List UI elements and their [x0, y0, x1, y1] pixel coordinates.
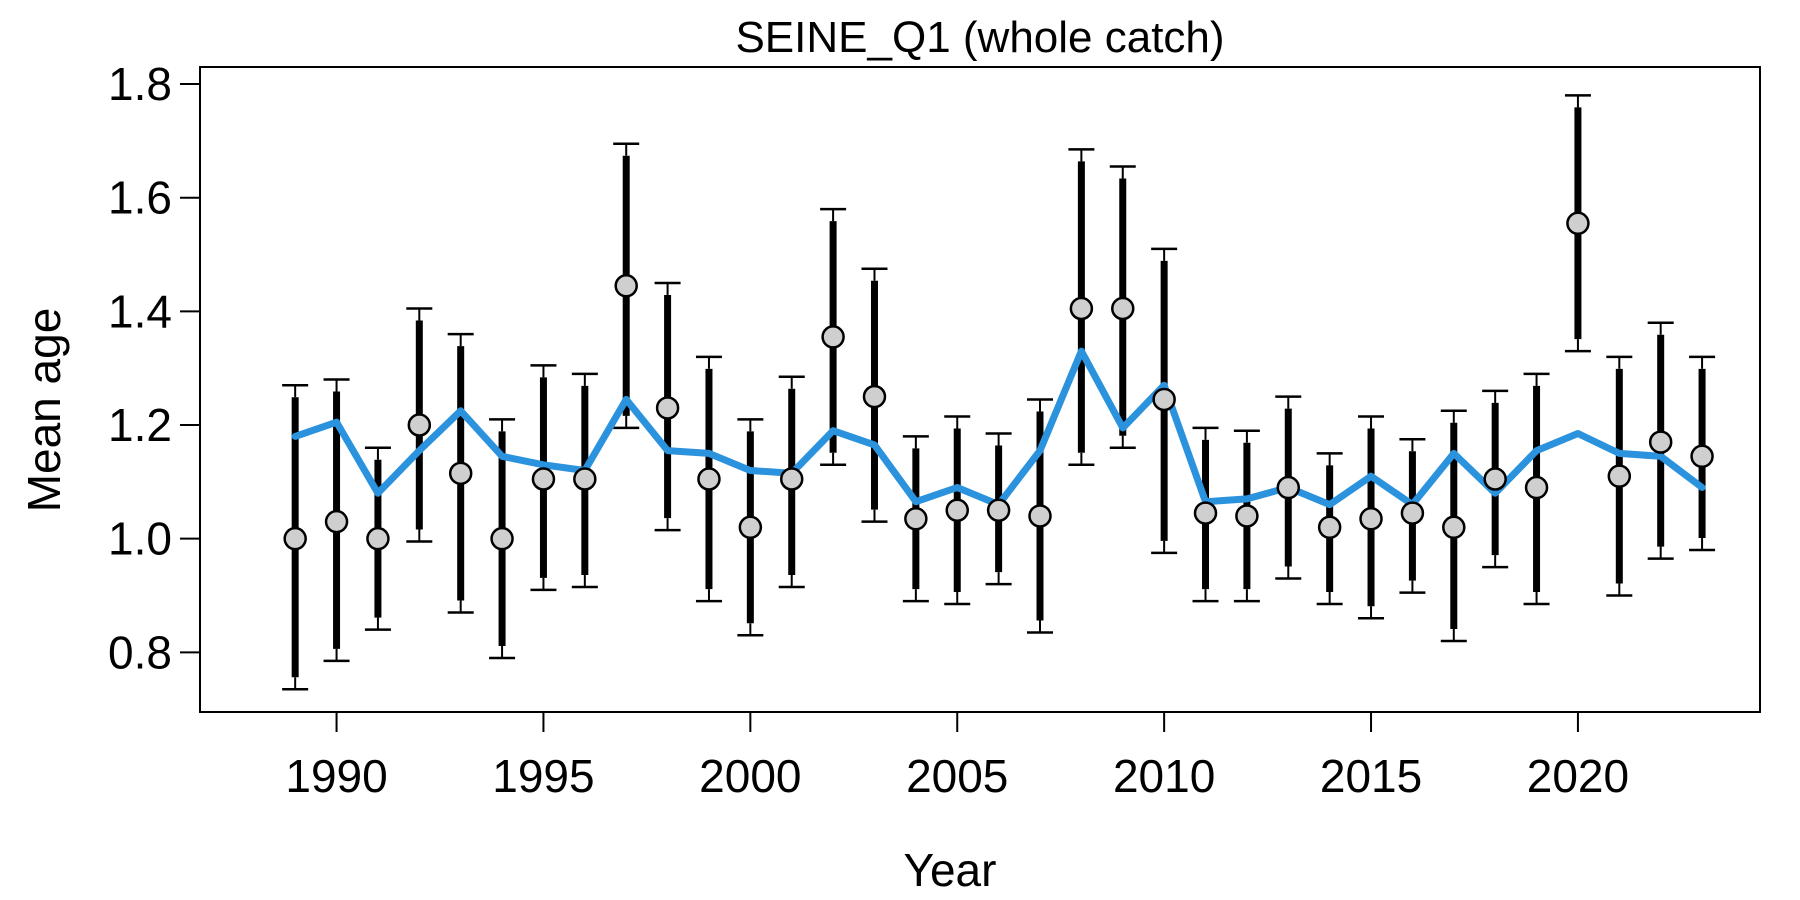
observed-point — [1524, 475, 1549, 500]
y-axis-label: Mean age — [18, 308, 70, 513]
observed-point — [1400, 501, 1425, 525]
y-tick-label: 1.0 — [108, 513, 172, 565]
y-tick-label: 1.2 — [108, 399, 172, 451]
observed-point — [1028, 504, 1052, 528]
x-tick-label: 1995 — [492, 750, 594, 802]
observed-point — [1442, 515, 1466, 540]
observed-point — [1069, 296, 1094, 321]
observed-point — [531, 467, 556, 491]
y-tick-label: 0.8 — [108, 626, 172, 678]
observed-point — [1690, 444, 1714, 469]
observed-point — [1359, 507, 1383, 531]
observed-point — [490, 526, 514, 551]
observed-point — [573, 467, 597, 491]
error-bars — [282, 94, 1716, 691]
observed-point — [407, 413, 432, 437]
observed-point — [945, 498, 969, 523]
observed-point — [283, 526, 307, 551]
observed-point — [1235, 504, 1259, 528]
observed-point — [614, 274, 638, 298]
observed-point — [862, 384, 887, 409]
observed-points — [283, 211, 1714, 551]
x-tick-label: 1990 — [285, 750, 387, 802]
observed-point — [821, 325, 845, 349]
x-tick-label: 2000 — [699, 750, 801, 802]
y-tick-label: 1.8 — [108, 58, 172, 110]
observed-point — [1193, 501, 1218, 525]
x-tick-label: 2005 — [906, 750, 1008, 802]
observed-point — [655, 396, 680, 420]
x-tick-label: 2020 — [1527, 750, 1629, 802]
observed-point — [448, 461, 473, 486]
observed-point — [986, 498, 1011, 523]
observed-point — [1111, 296, 1135, 321]
y-axis: 0.8 1.0 1.2 1.4 1.6 1.8 — [108, 58, 200, 678]
x-axis-label: Year — [904, 844, 997, 896]
plot-frame — [199, 66, 1761, 713]
x-tick-label: 2010 — [1113, 750, 1215, 802]
x-axis: 1990 1995 2000 2005 2010 2015 2020 — [285, 712, 1629, 802]
chart-title: SEINE_Q1 (whole catch) — [735, 13, 1224, 62]
observed-point — [1317, 515, 1342, 540]
observed-point — [904, 507, 928, 531]
observed-point — [1276, 475, 1301, 500]
observed-point — [738, 515, 763, 540]
y-tick-label: 1.6 — [108, 172, 172, 224]
observed-point — [366, 526, 390, 551]
x-tick-label: 2015 — [1320, 750, 1422, 802]
observed-point — [1483, 467, 1507, 491]
observed-point — [324, 509, 349, 534]
y-tick-label: 1.4 — [108, 285, 172, 337]
observed-point — [697, 467, 721, 491]
observed-point — [779, 467, 804, 491]
observed-point — [1607, 464, 1632, 488]
observed-point — [1152, 387, 1176, 412]
observed-point — [1566, 211, 1590, 236]
observed-point — [1648, 430, 1673, 454]
